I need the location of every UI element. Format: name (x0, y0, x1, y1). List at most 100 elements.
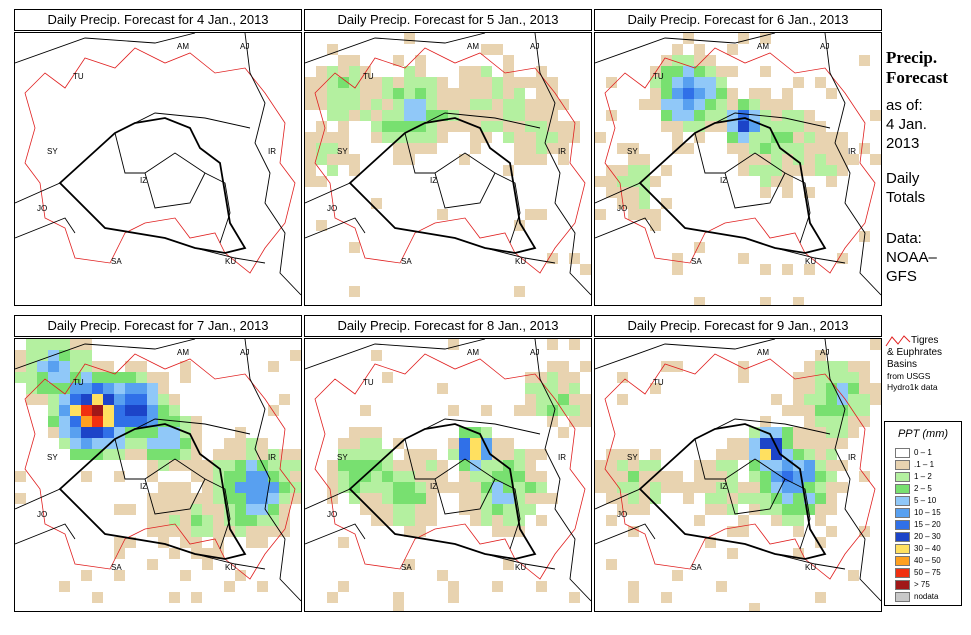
precip-cell (246, 504, 257, 515)
precip-cell (859, 372, 870, 383)
precip-cell (749, 88, 760, 99)
precip-cell (749, 154, 760, 165)
precip-cell (103, 405, 114, 416)
precip-cell (716, 493, 727, 504)
precip-cell (760, 493, 771, 504)
precip-cell (503, 121, 514, 132)
precip-cell (503, 526, 514, 537)
precip-cell (782, 460, 793, 471)
precip-cell (415, 482, 426, 493)
precip-cell (628, 581, 639, 592)
legend-swatch (895, 532, 910, 542)
precip-cell (382, 88, 393, 99)
precip-cell (213, 493, 224, 504)
precip-cell (103, 449, 114, 460)
country-border (305, 523, 366, 545)
precip-cell (639, 209, 650, 220)
country-border (305, 33, 486, 64)
precip-cell (738, 143, 749, 154)
precip-grid (595, 339, 881, 611)
precip-cell (371, 504, 382, 515)
precip-cell (771, 394, 782, 405)
precip-cell (617, 372, 628, 383)
precip-cell (415, 121, 426, 132)
precip-cell (459, 77, 470, 88)
precip-cell (114, 537, 125, 548)
precip-cell (59, 438, 70, 449)
precip-cell (514, 220, 525, 231)
precip-cell (782, 110, 793, 121)
precip-cell (437, 209, 448, 220)
precip-cell (125, 361, 136, 372)
country-border (244, 33, 301, 296)
precip-cell (81, 350, 92, 361)
precip-cell (169, 394, 180, 405)
precip-cell (804, 383, 815, 394)
precip-cell (705, 493, 716, 504)
precip-cell (415, 132, 426, 143)
precip-cell (246, 482, 257, 493)
legend-title: PPT (mm) (897, 428, 949, 440)
precip-cell (771, 515, 782, 526)
precip-cell (224, 482, 235, 493)
precip-cell (771, 154, 782, 165)
precip-cell (360, 66, 371, 77)
precip-cell (694, 66, 705, 77)
precip-cell (760, 176, 771, 187)
precip-cell (705, 66, 716, 77)
precip-cell (536, 99, 547, 110)
precip-cell (180, 449, 191, 460)
precip-cell (349, 493, 360, 504)
precip-cell (727, 504, 738, 515)
precip-cell (290, 460, 301, 471)
precip-cell (404, 504, 415, 515)
precip-cell (514, 449, 525, 460)
precip-cell (738, 515, 749, 526)
precip-cell (393, 515, 404, 526)
precip-cell (327, 143, 338, 154)
precip-cell (804, 504, 815, 515)
precip-cell (360, 438, 371, 449)
precip-cell (305, 143, 316, 154)
precip-cell (459, 482, 470, 493)
precip-cell (492, 99, 503, 110)
forecast-panel-day6: Daily Precip. Forecast for 9 Jan., 2013 … (594, 315, 882, 612)
precip-cell (826, 405, 837, 416)
precip-cell (503, 55, 514, 66)
precip-cell (415, 526, 426, 537)
precip-cell (826, 154, 837, 165)
forecast-map: AM AJ TU SY IR IZ JO SA KU (304, 32, 592, 306)
precip-cell (547, 77, 558, 88)
precip-cell (683, 110, 694, 121)
precip-cell (459, 471, 470, 482)
sidebar-data-3: GFS (886, 268, 917, 285)
precip-cell (771, 482, 782, 493)
precip-cell (492, 526, 503, 537)
precip-cell (92, 361, 103, 372)
precip-cell (235, 471, 246, 482)
precip-cell (268, 493, 279, 504)
precip-cell (114, 504, 125, 515)
precip-cell (492, 449, 503, 460)
precip-cell (338, 537, 349, 548)
precip-cell (606, 176, 617, 187)
precip-cell (15, 471, 26, 482)
precip-cell (382, 77, 393, 88)
precip-cell (235, 482, 246, 493)
precip-cell (771, 143, 782, 154)
precip-cell (705, 504, 716, 515)
precip-cell (48, 339, 59, 350)
precip-cell (492, 110, 503, 121)
precip-cell (360, 88, 371, 99)
precip-cell (147, 449, 158, 460)
precip-cell (826, 88, 837, 99)
precip-cell (103, 438, 114, 449)
precip-cell (815, 460, 826, 471)
precip-cell (48, 405, 59, 416)
precip-cell (815, 438, 826, 449)
country-label: TU (363, 72, 374, 81)
precip-cell (503, 438, 514, 449)
precip-cell (158, 427, 169, 438)
precip-cell (147, 383, 158, 394)
precip-cell (404, 449, 415, 460)
